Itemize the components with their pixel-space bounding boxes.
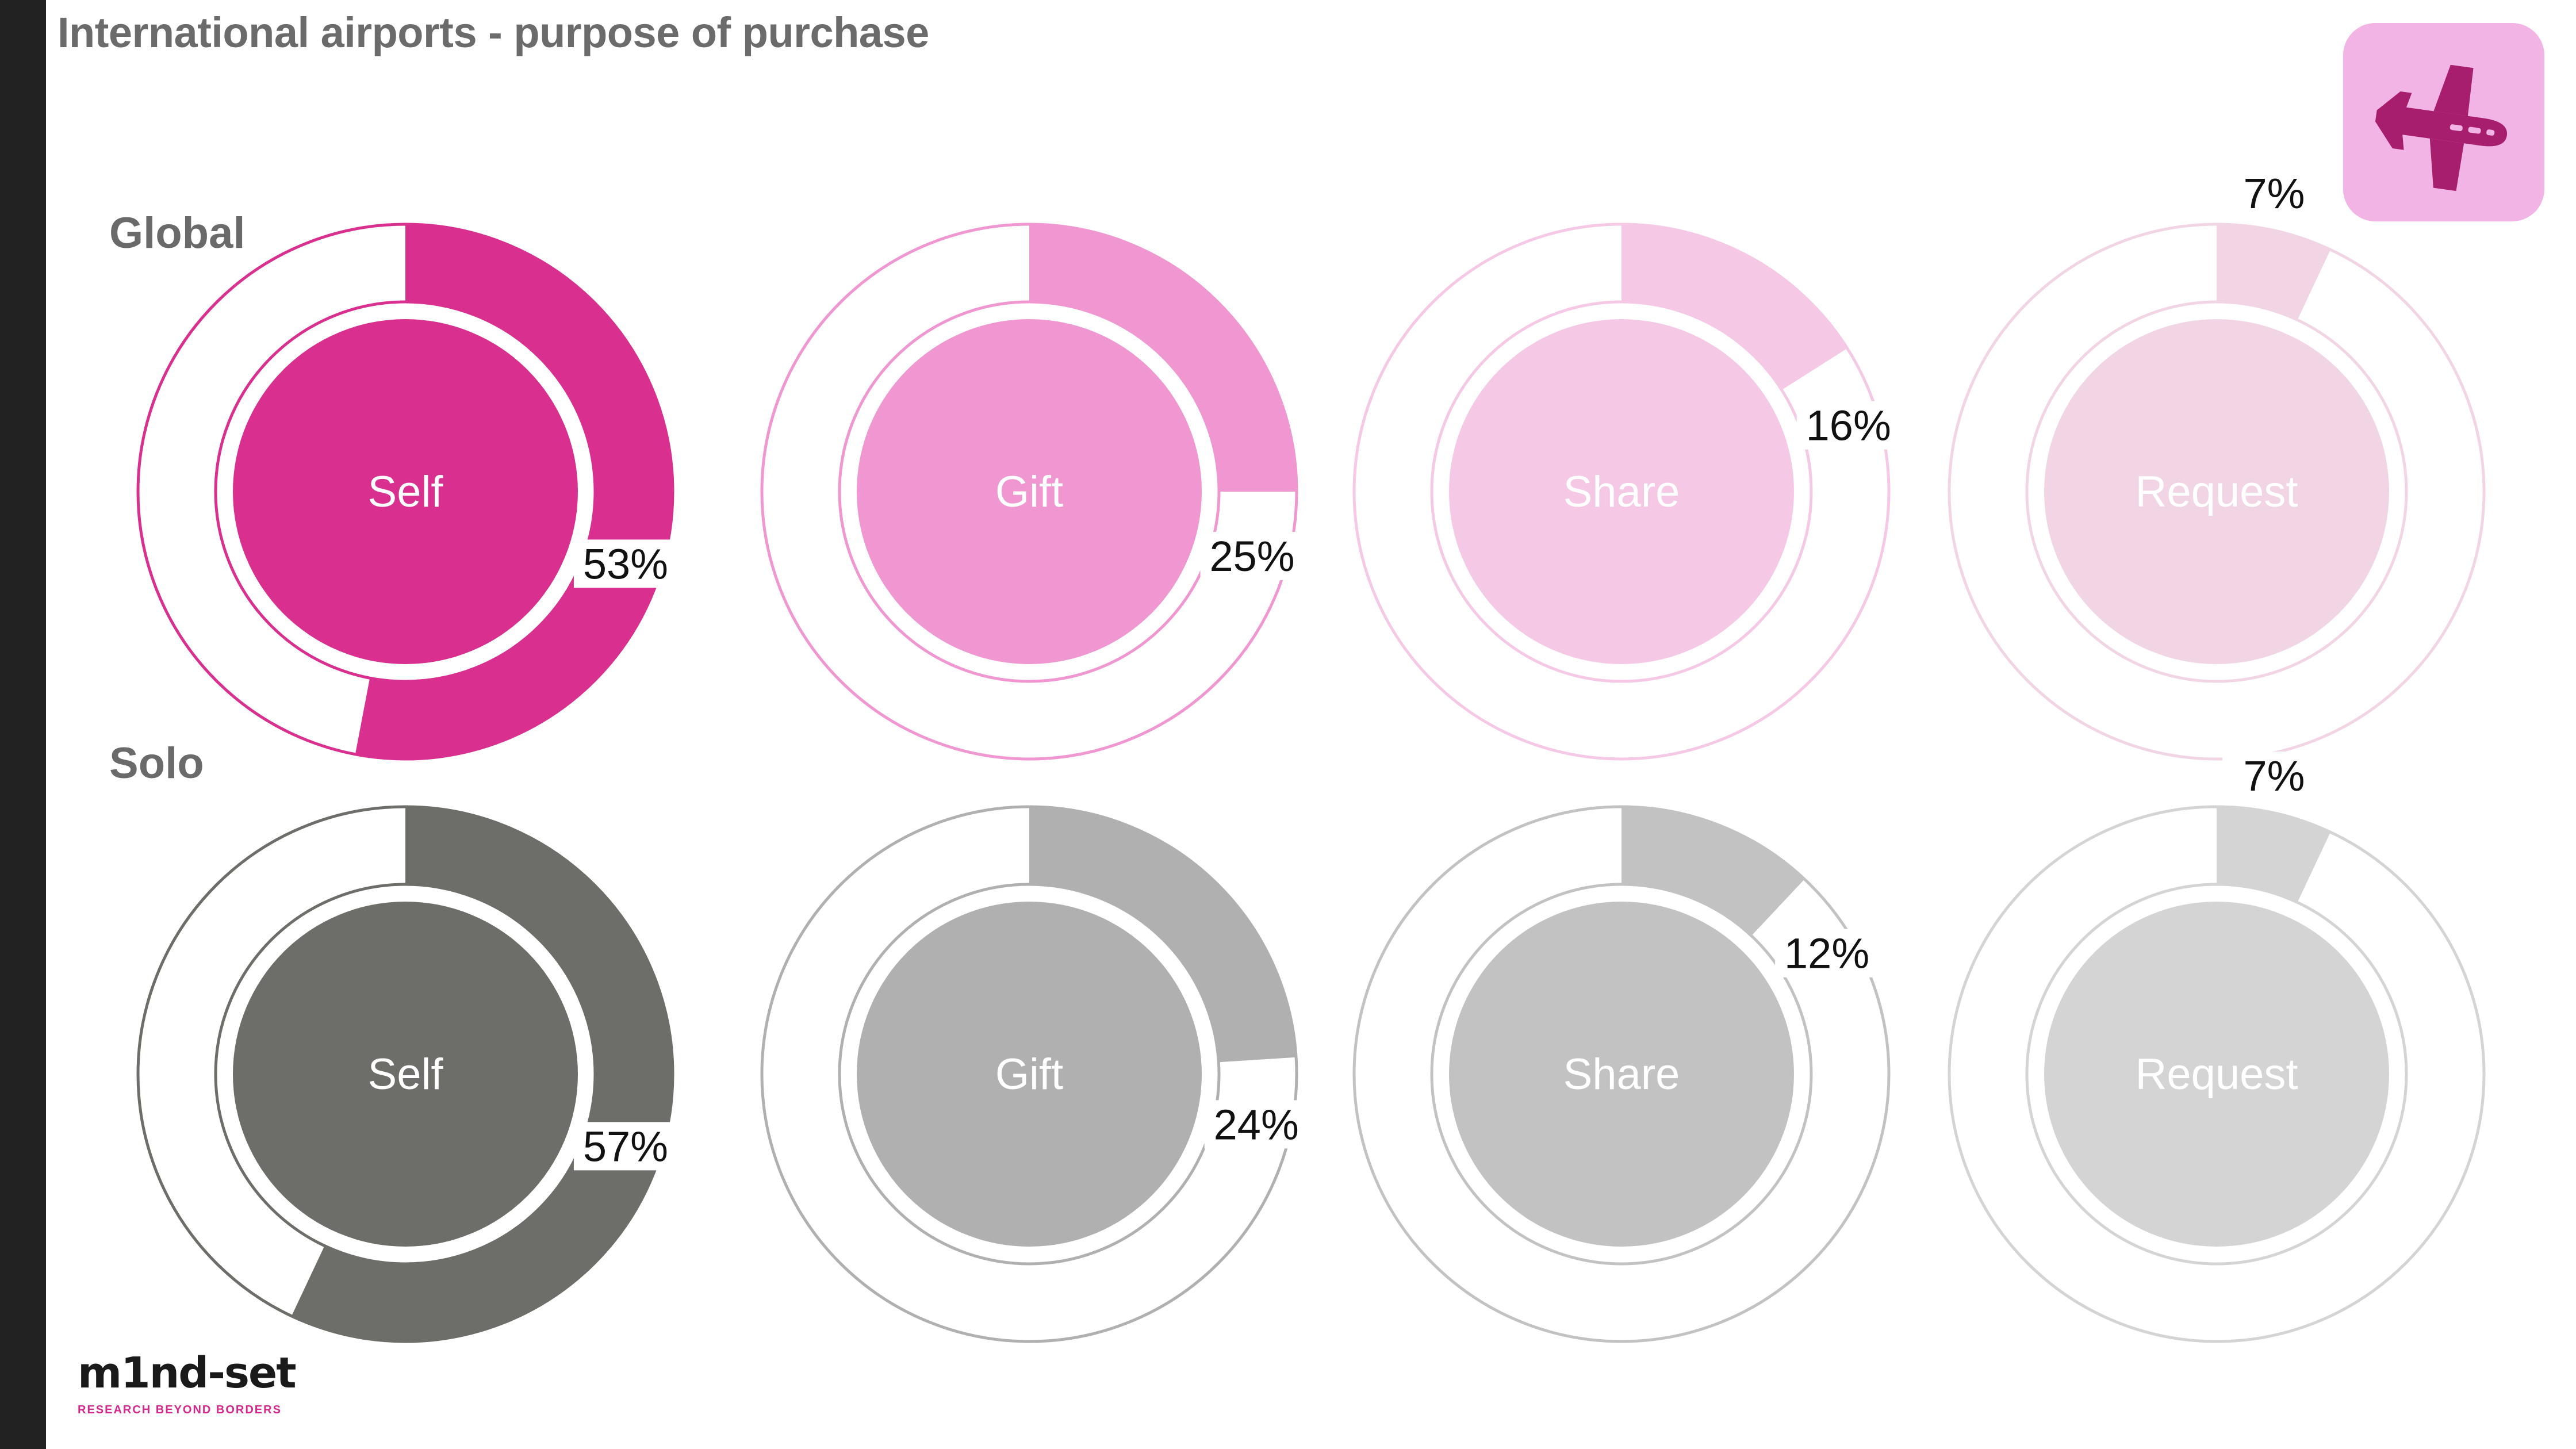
- center-disc-share: [1449, 902, 1794, 1247]
- global-donut-gift: Gift 25%: [760, 223, 1304, 761]
- center-disc-gift: [857, 902, 1202, 1247]
- category-label-self: Self: [368, 467, 444, 516]
- center-disc-self: [233, 902, 578, 1247]
- row-label-solo: Solo: [109, 739, 204, 788]
- value-wedge-gift: [1029, 806, 1298, 1063]
- value-wedge-self: [291, 806, 674, 1343]
- value-label-bg-request: [2222, 169, 2326, 217]
- global-donut-request: Request 7%: [1948, 169, 2486, 761]
- category-label-gift: Gift: [995, 467, 1063, 516]
- value-label-bg-gift: [1200, 531, 1304, 580]
- value-label-self: 57%: [583, 1122, 668, 1170]
- solo-donut-request: Request 7%: [1948, 752, 2486, 1343]
- global-donut-self: Self 53%: [136, 223, 677, 761]
- center-disc-request: [2044, 319, 2389, 664]
- airplane-icon: [2375, 64, 2507, 191]
- solo-donut-self: Self 57%: [136, 805, 677, 1343]
- center-disc-self: [233, 319, 578, 664]
- airplane-icon-tile: [2343, 23, 2544, 221]
- center-disc-share: [1449, 319, 1794, 664]
- category-label-gift: Gift: [995, 1050, 1063, 1099]
- value-label-gift: 24%: [1214, 1101, 1299, 1148]
- value-wedge-self: [355, 223, 674, 760]
- value-label-request: 7%: [2244, 752, 2305, 800]
- value-label-request: 7%: [2244, 170, 2305, 217]
- value-wedge-gift: [1029, 223, 1298, 492]
- value-label-bg-request: [2222, 752, 2326, 800]
- value-label-bg-share: [1775, 929, 1879, 977]
- value-label-bg-share: [1796, 401, 1900, 450]
- value-wedge-request: [2217, 806, 2331, 904]
- value-label-bg-self: [573, 539, 677, 588]
- value-label-bg-gift: [1204, 1100, 1308, 1149]
- global-donut-share: Share 16%: [1352, 223, 1900, 761]
- logo-wordmark: m1nd-set: [78, 1348, 297, 1398]
- center-disc-request: [2044, 902, 2389, 1247]
- mindset-logo: m1nd-set RESEARCH BEYOND BORDERS: [78, 1348, 297, 1423]
- value-label-self: 53%: [583, 540, 668, 588]
- value-wedge-share: [1621, 223, 1849, 391]
- category-label-self: Self: [368, 1050, 444, 1099]
- value-wedge-share: [1621, 806, 1805, 937]
- category-label-request: Request: [2135, 1050, 2298, 1099]
- category-label-request: Request: [2135, 467, 2298, 516]
- value-label-share: 16%: [1806, 402, 1891, 450]
- category-label-share: Share: [1563, 467, 1680, 516]
- row-label-global: Global: [109, 209, 246, 258]
- solo-donut-share: Share 12%: [1352, 805, 1891, 1343]
- logo-tagline: RESEARCH BEYOND BORDERS: [78, 1404, 282, 1416]
- value-label-gift: 25%: [1210, 532, 1295, 580]
- center-disc-gift: [857, 319, 1202, 664]
- value-label-bg-self: [573, 1122, 677, 1171]
- value-wedge-request: [2217, 223, 2331, 321]
- solo-donut-gift: Gift 24%: [760, 805, 1308, 1343]
- page-title: International airports - purpose of purc…: [57, 9, 929, 56]
- category-label-share: Share: [1563, 1050, 1680, 1099]
- value-label-share: 12%: [1784, 930, 1869, 977]
- left-edge-bar: [0, 0, 46, 1449]
